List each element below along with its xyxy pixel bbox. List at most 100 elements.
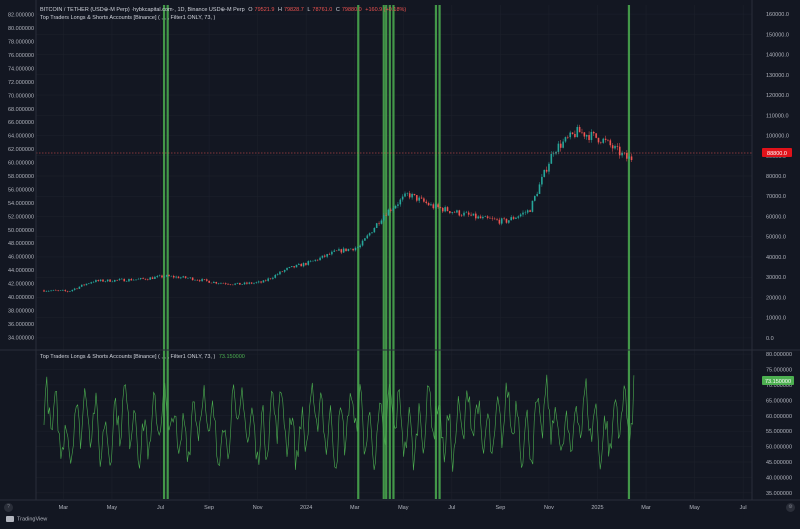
- right-axis-tick: 140000.0: [766, 53, 789, 59]
- candle-body: [493, 218, 496, 220]
- signal-band: [434, 5, 438, 499]
- candle-body: [592, 131, 595, 134]
- pane2-legend-text[interactable]: Top Traders Longs & Shorts Accounts [Bin…: [40, 354, 216, 360]
- candle-body: [333, 250, 336, 252]
- candle-body: [578, 126, 581, 133]
- candle-body: [380, 220, 383, 224]
- candle-body: [295, 264, 298, 268]
- candle-body: [229, 284, 232, 285]
- candle-body: [109, 279, 111, 282]
- pane2-legend[interactable]: Top Traders Longs & Shorts Accounts [Bin…: [40, 354, 247, 360]
- left-axis-tick: 52.000000: [8, 214, 34, 220]
- candle-body: [279, 271, 281, 275]
- candle-body: [45, 291, 48, 292]
- candle-body: [449, 211, 451, 213]
- candle-body: [149, 277, 151, 280]
- signal-band: [166, 5, 169, 499]
- time-axis[interactable]: Mar May Jul Sep Nov 2024 Mar May Jul Sep Nov 2025 Ma…: [59, 505, 747, 511]
- candle-body: [626, 152, 628, 159]
- tradingview-brand[interactable]: TradingView: [6, 516, 47, 522]
- candle-body: [283, 269, 286, 272]
- candle-body: [453, 212, 456, 213]
- candle-body: [496, 219, 498, 220]
- left-axis-tick: 58.000000: [8, 174, 34, 180]
- candle-body: [47, 290, 50, 292]
- ratio-series-line: [43, 374, 635, 472]
- right-price-axis[interactable]: 160000.0 150000.0 140000.0 130000.0 120000.0…: [766, 12, 789, 342]
- ratio-axis-tick: 70.000000: [766, 383, 792, 389]
- candle-body: [477, 216, 479, 219]
- candle-body: [175, 276, 177, 278]
- open-label: O: [248, 7, 253, 13]
- high-value: 79828.7: [283, 7, 304, 13]
- candle-body: [220, 283, 222, 284]
- right-axis-tick: 70000.0: [766, 194, 786, 200]
- right-axis-tick: 10000.0: [766, 316, 786, 322]
- candle-body: [463, 212, 465, 216]
- candle-body: [253, 282, 255, 284]
- candle-body: [545, 169, 548, 172]
- ratio-axis-tick: 55.000000: [766, 429, 792, 435]
- candle-body: [585, 135, 588, 137]
- candle-body: [293, 266, 295, 268]
- right-axis-tick: 160000.0: [766, 12, 789, 18]
- indicator-legend-text[interactable]: Top Traders Longs & Shorts Accounts [Bin…: [40, 15, 216, 21]
- candle-body: [76, 288, 78, 290]
- candle-body: [399, 199, 402, 205]
- candle-body: [326, 254, 328, 257]
- time-axis-tick: May: [689, 505, 700, 511]
- candle-body: [413, 193, 416, 196]
- candle-body: [604, 138, 607, 140]
- change-value: +160.9 (+0.18%): [365, 7, 407, 13]
- candle-body: [135, 279, 137, 280]
- candle-body: [434, 204, 437, 209]
- candle-body: [177, 276, 180, 279]
- candle-body: [130, 279, 133, 281]
- time-axis-tick: Nov: [544, 505, 554, 511]
- candle-body: [321, 255, 324, 258]
- candle-body: [154, 276, 156, 279]
- candle-body: [574, 133, 576, 138]
- right-axis-tick: 120000.0: [766, 93, 789, 99]
- tradingview-logo-icon: [6, 516, 14, 522]
- go-to-date-icon[interactable]: ?: [4, 503, 13, 512]
- candle-body: [113, 279, 116, 282]
- candle-body: [451, 212, 454, 213]
- candle-body: [316, 259, 319, 261]
- settings-gear-icon[interactable]: ⚙: [786, 503, 795, 512]
- candle-body: [194, 279, 196, 281]
- candle-body: [168, 275, 170, 277]
- candle-body: [288, 267, 291, 268]
- left-axis-tick: 66.000000: [8, 120, 34, 126]
- left-axis-tick: 62.000000: [8, 147, 34, 153]
- candle-body: [298, 263, 300, 265]
- candle-body: [210, 282, 213, 284]
- symbol-header[interactable]: BITCOIN / TETHER (USD⊕-M Perp) ·hybkcapi…: [40, 7, 408, 13]
- candle-body: [489, 217, 491, 219]
- indicator-legend[interactable]: Top Traders Longs & Shorts Accounts [Bin…: [40, 15, 217, 21]
- candle-body: [595, 133, 597, 138]
- symbol-title[interactable]: BITCOIN / TETHER (USD⊕-M Perp) ·hybkcapi…: [40, 7, 245, 13]
- candle-body: [392, 208, 395, 211]
- candle-body: [345, 248, 347, 252]
- signal-band: [627, 5, 631, 499]
- candle-body: [208, 280, 210, 283]
- candle-body: [206, 279, 208, 281]
- left-axis-tick: 76.000000: [8, 53, 34, 59]
- ratio-axis[interactable]: 80.000000 75.000000 70.000000 65.000000 60.0…: [766, 352, 792, 497]
- time-axis-tick: Jul: [740, 505, 747, 511]
- time-axis-tick: Mar: [350, 505, 360, 511]
- candle-body: [215, 281, 218, 284]
- candle-body: [628, 156, 630, 159]
- open-value: 79521.9: [254, 7, 275, 13]
- candle-body: [80, 284, 83, 287]
- candle-body: [331, 251, 333, 255]
- right-axis-tick: 80000.0: [766, 174, 786, 180]
- candle-body: [99, 279, 102, 281]
- candle-body: [529, 210, 531, 212]
- candle-body: [364, 238, 366, 241]
- candle-body: [90, 282, 92, 284]
- left-axis[interactable]: 82.000000 80.000000 78.000000 76.000000 74.0…: [8, 13, 34, 342]
- candle-body: [361, 240, 364, 246]
- ratio-axis-tick: 50.000000: [766, 445, 792, 451]
